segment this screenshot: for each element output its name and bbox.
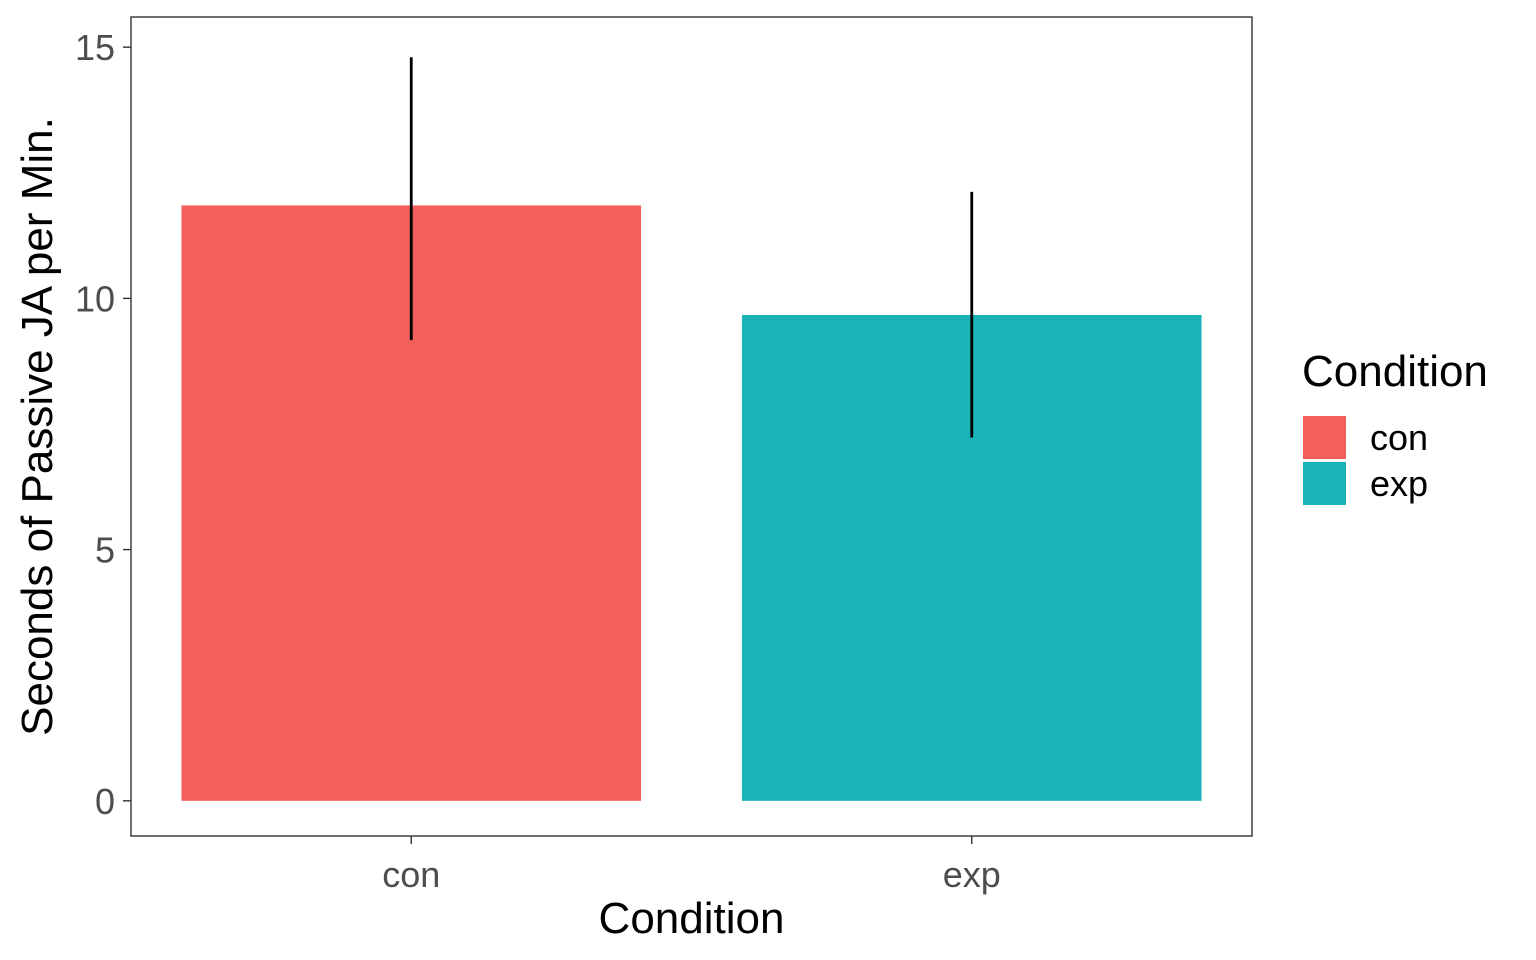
y-tick-label: 5 (95, 530, 115, 571)
x-tick-label: exp (943, 854, 1001, 895)
legend-items: con exp (1303, 416, 1428, 505)
y-tick-label: 10 (75, 278, 115, 319)
legend-label-exp: exp (1370, 463, 1428, 504)
x-axis-title: Condition (599, 894, 785, 943)
legend-label-con: con (1370, 417, 1428, 458)
y-tick-label: 15 (75, 27, 115, 68)
y-axis: 0 5 10 15 (75, 27, 131, 822)
error-bars-layer (409, 57, 974, 438)
bars-layer (181, 205, 1202, 801)
legend-key-con (1303, 416, 1346, 459)
y-tick-label: 0 (95, 781, 115, 822)
legend-title: Condition (1302, 347, 1488, 396)
legend: Condition con exp (1302, 347, 1488, 505)
x-axis: con exp (382, 836, 1001, 895)
y-axis-title: Seconds of Passive JA per Min. (13, 117, 62, 736)
plot-panel-border (130, 16, 1253, 837)
legend-key-exp (1303, 462, 1346, 505)
x-tick-label: con (382, 854, 440, 895)
